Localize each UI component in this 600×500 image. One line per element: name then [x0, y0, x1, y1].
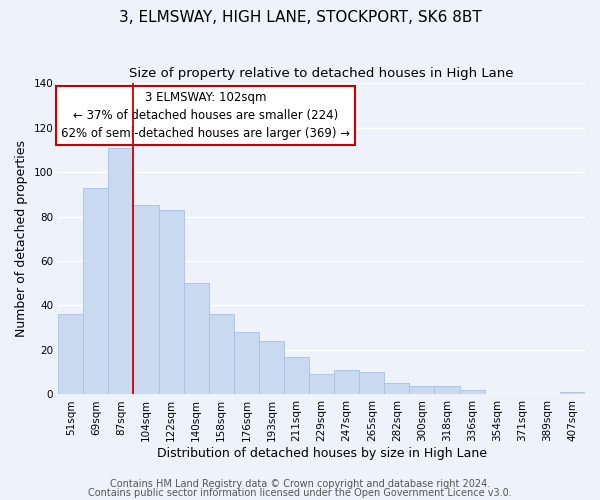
Bar: [359, 372, 385, 394]
Bar: [234, 332, 259, 394]
Bar: [434, 386, 460, 394]
Y-axis label: Number of detached properties: Number of detached properties: [15, 140, 28, 338]
Bar: [83, 188, 109, 394]
Text: 3, ELMSWAY, HIGH LANE, STOCKPORT, SK6 8BT: 3, ELMSWAY, HIGH LANE, STOCKPORT, SK6 8B…: [119, 10, 481, 25]
Title: Size of property relative to detached houses in High Lane: Size of property relative to detached ho…: [130, 68, 514, 80]
Bar: [334, 370, 359, 394]
Bar: [209, 314, 234, 394]
Bar: [309, 374, 334, 394]
Bar: [409, 386, 434, 394]
Bar: [259, 341, 284, 394]
X-axis label: Distribution of detached houses by size in High Lane: Distribution of detached houses by size …: [157, 447, 487, 460]
Bar: [460, 390, 485, 394]
Text: Contains public sector information licensed under the Open Government Licence v3: Contains public sector information licen…: [88, 488, 512, 498]
Bar: [133, 206, 158, 394]
Bar: [284, 356, 309, 395]
Bar: [58, 314, 83, 394]
Text: 3 ELMSWAY: 102sqm
← 37% of detached houses are smaller (224)
62% of semi-detache: 3 ELMSWAY: 102sqm ← 37% of detached hous…: [61, 91, 350, 140]
Bar: [158, 210, 184, 394]
Text: Contains HM Land Registry data © Crown copyright and database right 2024.: Contains HM Land Registry data © Crown c…: [110, 479, 490, 489]
Bar: [385, 384, 409, 394]
Bar: [109, 148, 133, 394]
Bar: [184, 283, 209, 395]
Bar: [560, 392, 585, 394]
